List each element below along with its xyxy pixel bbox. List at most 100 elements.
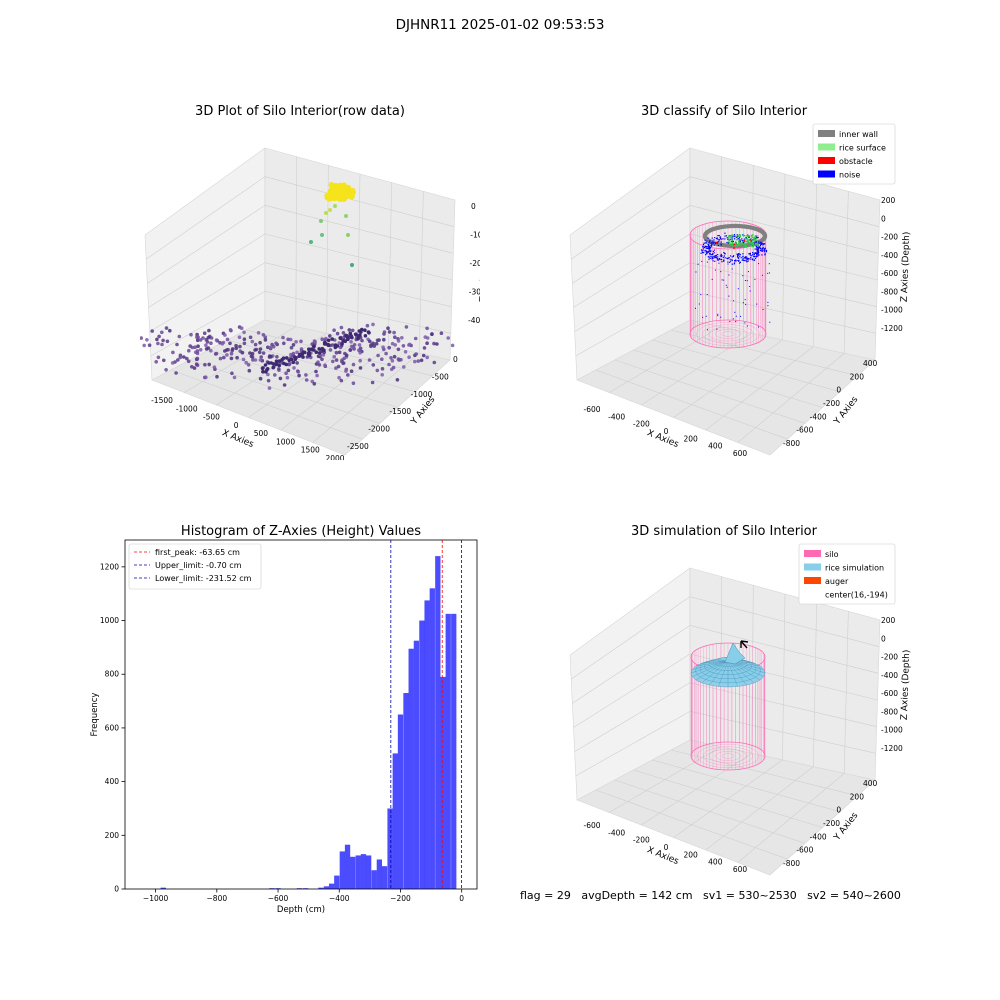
raw-floor-point xyxy=(328,334,332,338)
raw-floor-point xyxy=(156,355,161,360)
sim-rice-mesh xyxy=(727,660,738,687)
cls-rice-point xyxy=(747,241,749,244)
raw-floor-point xyxy=(168,328,172,333)
raw-floor-point xyxy=(307,347,311,351)
raw-floor-point xyxy=(248,335,253,340)
cls-noise-point xyxy=(753,255,756,258)
cls-noise-point xyxy=(738,262,741,264)
raw-floor-point xyxy=(195,351,200,355)
raw-floor-point xyxy=(371,322,375,327)
cls-noise-point xyxy=(756,253,758,255)
cls-noise-point xyxy=(700,294,702,296)
raw-ztick: -1000 xyxy=(470,231,480,240)
cls-noise-point xyxy=(731,256,733,258)
raw-floor-point xyxy=(248,351,252,355)
raw-floor-point xyxy=(349,340,353,344)
raw-floor-point xyxy=(286,368,291,373)
cls-obstacle-point xyxy=(715,241,718,244)
cls-noise-point xyxy=(709,250,711,252)
histogram-chart: −1000 −800 −600 −400 −200 0 0 200 400 600 800 1000 1… xyxy=(90,539,478,915)
cls-noise-point xyxy=(739,236,741,238)
raw-floor-point xyxy=(289,345,294,350)
sim-ztick: -400 xyxy=(881,671,898,680)
raw-floor-point xyxy=(374,341,379,346)
hist-xlabel: Depth (cm) xyxy=(277,905,325,915)
cls-noise-point xyxy=(728,295,730,297)
cls-noise-point xyxy=(695,307,696,309)
cls-rice-point xyxy=(756,235,758,237)
raw-floor-point xyxy=(281,356,286,360)
cls-rice-point xyxy=(744,244,747,247)
cls-ytick: -800 xyxy=(783,439,800,448)
cls-rice-point xyxy=(754,242,756,245)
sim-legend-swatch xyxy=(804,563,821,571)
cls-rice-point xyxy=(752,242,754,245)
cls-noise-point xyxy=(725,284,727,286)
raw-floor-point xyxy=(299,339,303,344)
cls-noise-point xyxy=(758,241,760,243)
raw-floor-point xyxy=(232,375,237,380)
cls-rice-point xyxy=(752,234,754,236)
raw-floor-point xyxy=(390,359,395,363)
cls-obstacle-point xyxy=(733,247,735,249)
cls-rice-point xyxy=(752,245,755,248)
cls-rice-point xyxy=(754,235,757,237)
raw-floor-point xyxy=(274,341,278,345)
raw-floor-point xyxy=(317,351,322,355)
cls-rice-point xyxy=(744,234,746,237)
cls-rice-point xyxy=(742,234,744,236)
raw-floor-point xyxy=(207,362,211,367)
raw-floor-point xyxy=(225,353,229,357)
cls-noise-point xyxy=(760,250,763,252)
hist-bar xyxy=(445,613,451,889)
cls-noise-point xyxy=(707,247,709,249)
cls-noise-point xyxy=(733,300,735,302)
cls-rice-point xyxy=(730,236,733,238)
cls-noise-point xyxy=(722,238,724,240)
cls-noise-point xyxy=(711,237,713,239)
cls-noise-point xyxy=(707,250,710,252)
cls-noise-point xyxy=(767,272,769,274)
cls-legend-swatch xyxy=(818,143,835,151)
sim-rice-mesh xyxy=(709,660,729,686)
cls-rice-point xyxy=(744,245,747,248)
cls-noise-point xyxy=(761,247,763,249)
sim-xtick: -600 xyxy=(583,821,600,830)
cls-noise-point xyxy=(708,247,710,249)
cls-noise-point xyxy=(756,303,758,305)
raw-floor-point xyxy=(261,333,266,337)
cls-noise-point xyxy=(720,316,722,318)
cls-noise-point xyxy=(735,236,737,238)
cls-noise-point xyxy=(754,248,756,250)
cls-rice-point xyxy=(738,240,740,242)
raw-floor-point xyxy=(369,344,373,349)
sim-rice-mesh xyxy=(727,660,747,686)
cls-noise-point xyxy=(756,255,758,257)
raw-floor-point xyxy=(407,355,411,359)
cls-noise-point xyxy=(758,243,760,245)
cls-noise-point xyxy=(705,250,707,252)
cls-noise-point xyxy=(727,263,729,265)
cls-noise-point xyxy=(729,260,732,262)
hist-bar xyxy=(302,888,309,889)
sim-legend-box xyxy=(798,543,896,605)
sim-grid xyxy=(573,653,691,728)
raw-floor-point xyxy=(317,347,321,351)
raw-floor-point xyxy=(297,373,301,378)
cls-noise-point xyxy=(749,254,751,256)
raw-ztick: 0 xyxy=(471,202,476,211)
hist-bar xyxy=(371,870,377,889)
cls-noise-point xyxy=(757,326,759,328)
raw-floor-point xyxy=(282,341,286,346)
cls-noise-point xyxy=(757,246,759,248)
raw-floor-point xyxy=(196,335,200,339)
hist-bar xyxy=(339,851,345,889)
cls-noise-point xyxy=(714,269,716,271)
cls-noise-point xyxy=(704,245,706,247)
raw-floor-point xyxy=(214,351,219,356)
sim-ytick: -400 xyxy=(810,832,827,841)
raw-floor-point xyxy=(323,363,327,367)
raw-floor-point xyxy=(288,361,292,366)
raw-3d-scatter: -1500-1000-50005001000150020000-500-1000… xyxy=(140,147,480,460)
raw-floor-point xyxy=(256,331,261,335)
